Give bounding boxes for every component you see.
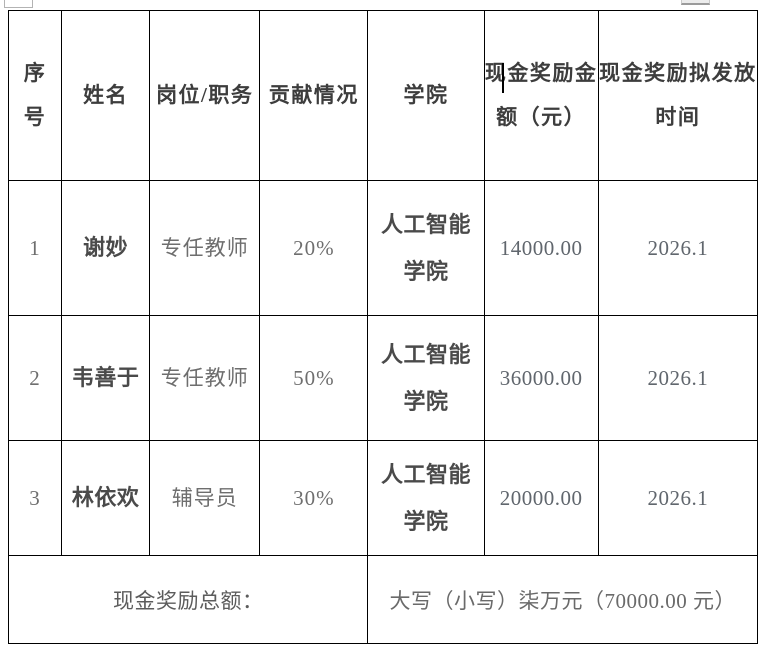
cell-contribution[interactable]: 30% [259,440,369,556]
header-college[interactable]: 学院 [367,10,485,181]
cell-amount[interactable]: 20000.00 [483,440,599,556]
clipped-ui-fragment-top-left [4,0,33,8]
header-text: 现金奖励拟发放 [599,60,757,85]
clipped-ui-fragment-top-right [681,0,710,5]
text-caret [502,63,504,93]
header-text: 学院 [403,82,449,107]
cell-text: 专任教师 [160,235,249,260]
cell-text: 2026.1 [647,485,709,510]
cell-name[interactable]: 韦善于 [61,315,151,441]
cell-text: 学院 [403,509,449,534]
total-label-cell[interactable]: 现金奖励总额： [7,555,369,644]
header-contribution[interactable]: 贡献情况 [259,10,369,181]
total-value-cell[interactable]: 大写（小写）柒万元（70000.00 元） [367,555,758,644]
cell-text: 韦善于 [71,365,140,391]
header-text: 号 [23,104,47,129]
cell-text: 谢妙 [83,235,129,261]
cell-text: 2026.1 [647,235,709,260]
cell-text: 20% [293,235,335,260]
cell-position[interactable]: 专任教师 [149,315,261,441]
cell-pay-time[interactable]: 2026.1 [597,315,759,441]
cell-text: 36000.00 [499,365,583,390]
cell-text: 人工智能 [381,461,472,487]
cell-college[interactable]: 人工智能 学院 [367,315,485,441]
cell-text: 学院 [403,259,449,284]
table-row: 2 韦善于 专任教师 50% 人工智能 学院 36000.00 2026.1 [7,315,759,441]
header-name[interactable]: 姓名 [61,10,151,181]
cell-text: 学院 [403,389,449,414]
cell-text: 1 [29,235,41,260]
cell-text: 林依欢 [71,485,140,511]
cell-name[interactable]: 林依欢 [61,440,151,556]
cell-text: 20000.00 [499,485,583,510]
cell-text: 人工智能 [381,341,472,367]
cell-text: 14000.00 [499,235,583,260]
cell-serial[interactable]: 1 [7,180,63,316]
cell-text: 50% [293,365,335,390]
header-serial-number[interactable]: 序 号 [7,10,63,181]
header-text: 岗位/职务 [156,82,254,107]
header-pay-time[interactable]: 现金奖励拟发放 时间 [597,10,759,181]
cell-contribution[interactable]: 20% [259,180,369,316]
header-text: 额（元） [496,104,587,129]
header-text: 序 [23,60,47,85]
header-reward-amount[interactable]: 现金奖励金 额（元） [483,10,599,181]
cell-text: 30% [293,485,335,510]
cell-position[interactable]: 辅导员 [149,440,261,556]
cell-amount[interactable]: 14000.00 [483,180,599,316]
cell-college[interactable]: 人工智能 学院 [367,440,485,556]
cell-text: 2 [29,365,41,390]
table-footer-row: 现金奖励总额： 大写（小写）柒万元（70000.00 元） [7,555,758,644]
table-row: 3 林依欢 辅导员 30% 人工智能 学院 20000.00 2026.1 [7,440,759,556]
cell-text: 辅导员 [171,485,238,510]
cell-name[interactable]: 谢妙 [61,180,151,316]
cell-text: 专任教师 [160,365,249,390]
cell-serial[interactable]: 2 [7,315,63,441]
cell-contribution[interactable]: 50% [259,315,369,441]
cell-position[interactable]: 专任教师 [149,180,261,316]
cell-text: 人工智能 [381,211,472,237]
header-text: 时间 [655,104,701,129]
table-header-row: 序 号 姓名 岗位/职务 贡献情况 学院 现金奖励金 额（元） 现金奖励拟发放 … [7,10,759,181]
cash-reward-table: 序 号 姓名 岗位/职务 贡献情况 学院 现金奖励金 额（元） 现金奖励拟发放 … [7,10,759,644]
cell-college[interactable]: 人工智能 学院 [367,180,485,316]
cell-pay-time[interactable]: 2026.1 [597,440,759,556]
total-label: 现金奖励总额： [112,588,264,613]
table-row: 1 谢妙 专任教师 20% 人工智能 学院 14000.00 2026.1 [7,180,759,316]
cell-serial[interactable]: 3 [7,440,63,556]
cell-pay-time[interactable]: 2026.1 [597,180,759,316]
total-value: 大写（小写）柒万元（70000.00 元） [389,588,736,613]
cell-text: 2026.1 [647,365,709,390]
header-text: 贡献情况 [268,82,359,107]
header-position[interactable]: 岗位/职务 [149,10,261,181]
cell-text: 3 [29,485,41,510]
header-text: 姓名 [83,82,129,107]
cell-amount[interactable]: 36000.00 [483,315,599,441]
